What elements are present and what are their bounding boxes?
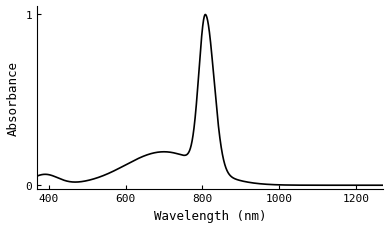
X-axis label: Wavelength (nm): Wavelength (nm): [154, 209, 266, 222]
Y-axis label: Absorbance: Absorbance: [7, 60, 20, 135]
